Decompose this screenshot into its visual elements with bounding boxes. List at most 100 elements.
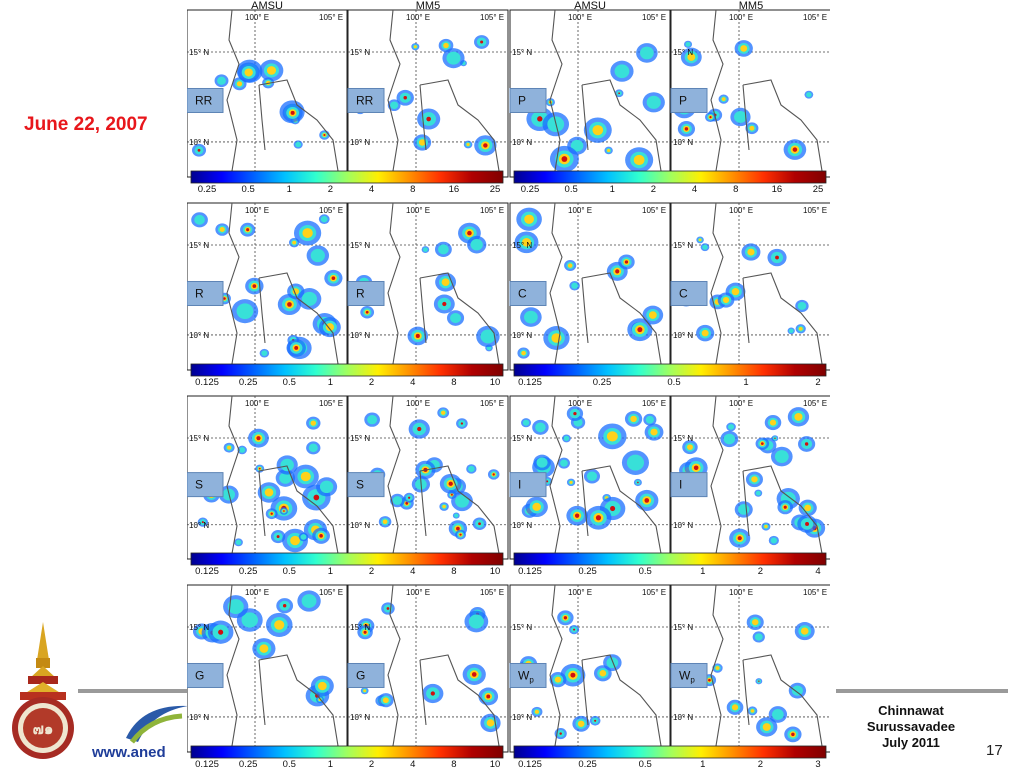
variable-tag	[509, 472, 547, 498]
lon-label-100: 100° E	[729, 206, 753, 215]
map-panel: 100° E 105° E 15° N 10° N I	[670, 395, 830, 560]
colorbar-tick-label: 3	[815, 759, 820, 768]
lat-label-10: 10° N	[189, 331, 209, 340]
colorbar-tick-label: 1	[287, 184, 292, 195]
map-panel: 100° E 105° E15° N10° NWp	[670, 584, 830, 753]
colorbar-tick-label: 0.5	[565, 184, 578, 195]
colorbar-left: 0.125 0.25 0.5 1 2 4 8 10	[190, 745, 504, 768]
lon-label-100: 100° E	[406, 588, 430, 597]
lon-label-105: 105° E	[480, 588, 504, 597]
lat-label-10: 10° N	[673, 521, 693, 530]
map-panel: 100° E 105° E 15° N 10° N RR MM5	[347, 0, 509, 178]
lon-label-105: 105° E	[803, 399, 827, 408]
colorbar-tick-label: 0.25	[239, 377, 258, 388]
colorbar-tick-label: 4	[410, 759, 415, 768]
map-panel: 100° E 105° E 15° N 10° N G	[347, 584, 509, 753]
lon-label-100: 100° E	[568, 588, 592, 597]
variable-tag	[187, 662, 224, 688]
lat-label-10: 10° N	[189, 521, 209, 530]
colorbar-tick-label: 4	[815, 566, 820, 577]
lon-label-100: 100° E	[245, 206, 269, 215]
lon-label-100: 100° E	[729, 13, 753, 22]
colorbar-tick-label: 0.5	[283, 377, 296, 388]
figure-row-2: 100° E 105° E 15° N 10° N R 100° E 105° E 15° N…	[187, 202, 830, 388]
variable-tag-label: G	[195, 668, 204, 682]
lat-label-10: 10° N	[350, 521, 370, 530]
author-block: Chinnawat Surussavadee July 2011	[836, 703, 986, 751]
lon-label-100: 100° E	[245, 399, 269, 408]
lon-label-100: 100° E	[406, 13, 430, 22]
lon-label-105: 105° E	[642, 399, 666, 408]
colorbar-tick-label: 10	[490, 759, 501, 768]
variable-tag	[509, 280, 547, 306]
colorbar-tick-label: 2	[369, 377, 374, 388]
colorbar-tick-label: 4	[410, 377, 415, 388]
colorbar-tick-label: 8	[451, 759, 456, 768]
lat-label-15: 15° N	[189, 241, 209, 250]
map-panel: 100° E 105° E 15° N 10° N S	[187, 395, 348, 560]
colorbar-tick-label: 0.25	[578, 759, 597, 768]
map-panel: 100° E 105° E 15° N 10° N R	[187, 202, 348, 371]
presentation-date: July 2011	[882, 735, 940, 750]
lon-label-105: 105° E	[803, 588, 827, 597]
variable-tag	[670, 472, 708, 498]
lon-label-100: 100° E	[729, 399, 753, 408]
colorbar-tick-label: 4	[369, 184, 374, 195]
colorbar-tick-label: 0.5	[242, 184, 255, 195]
lat-label-10: 10° N	[350, 331, 370, 340]
colorbar-tick-label: 0.125	[518, 566, 542, 577]
author-first-name: Chinnawat	[878, 703, 944, 718]
lat-label-15: 15° N	[350, 48, 370, 57]
lon-label-105: 105° E	[480, 13, 504, 22]
lat-label-15: 15° N	[673, 241, 693, 250]
lat-label-15: 15° N	[350, 241, 370, 250]
lon-label-105: 105° E	[642, 206, 666, 215]
lon-label-105: 105° E	[319, 588, 343, 597]
colorbar-tick-label: 0.125	[518, 377, 542, 388]
colorbar-tick-label: 0.5	[283, 759, 296, 768]
variable-tag	[187, 472, 224, 498]
colorbar-tick-label: 2	[758, 566, 763, 577]
variable-tag	[670, 280, 708, 306]
variable-tag-label: P	[679, 93, 687, 107]
lon-label-100: 100° E	[568, 13, 592, 22]
aned-swoosh-logo	[126, 705, 188, 744]
lat-label-15: 15° N	[512, 623, 532, 632]
variable-tag-label: C	[518, 286, 527, 300]
page-number: 17	[986, 742, 1003, 759]
colorbar-tick-label: 8	[451, 566, 456, 577]
column-title: AMSU	[251, 0, 283, 12]
figure-row-3: 100° E 105° E 15° N 10° N S 100° E 105° E 15° N…	[187, 395, 830, 577]
colorbar-right: 0.25 0.5 1 2 4 8 16 25	[513, 170, 827, 195]
variable-tag	[670, 662, 708, 688]
figure-row-4: 100° E 105° E 15° N 10° N G 100° E 105° E 15° N…	[187, 584, 830, 768]
lon-label-105: 105° E	[642, 588, 666, 597]
university-seal-logo: ๗๑	[12, 622, 74, 759]
colorbar-right: 0.125 0.25 0.5 1 2	[513, 363, 827, 388]
variable-tag	[187, 87, 224, 113]
variable-tag-label: S	[195, 478, 203, 492]
lat-label-15: 15° N	[512, 241, 532, 250]
colorbar-tick-label: 0.5	[639, 759, 652, 768]
svg-text:๗๑: ๗๑	[33, 720, 54, 738]
colorbar-tick-label: 16	[449, 184, 460, 195]
lon-label-100: 100° E	[245, 588, 269, 597]
map-panel: 100° E 105° E 15° N 10° N G	[187, 584, 348, 753]
colorbar-tick-label: 2	[369, 759, 374, 768]
lon-label-105: 105° E	[319, 399, 343, 408]
lat-label-15: 15° N	[189, 623, 209, 632]
colorbar-left: 0.125 0.25 0.5 1 2 4 8 10	[190, 363, 504, 388]
lon-label-105: 105° E	[319, 13, 343, 22]
website-url[interactable]: www.aned	[92, 744, 166, 761]
lat-label-10: 10° N	[673, 331, 693, 340]
variable-tag-label: R	[356, 286, 365, 300]
lat-label-10: 10° N	[673, 713, 693, 722]
colorbar-tick-label: 16	[772, 184, 783, 195]
variable-tag	[509, 87, 547, 113]
lon-label-100: 100° E	[245, 13, 269, 22]
map-panel: 100° E 105° E 15° N 10° N R	[347, 202, 509, 371]
map-panel: 100° E 105° E 15° N 10° N RR AMSU	[187, 0, 348, 178]
lon-label-100: 100° E	[568, 399, 592, 408]
